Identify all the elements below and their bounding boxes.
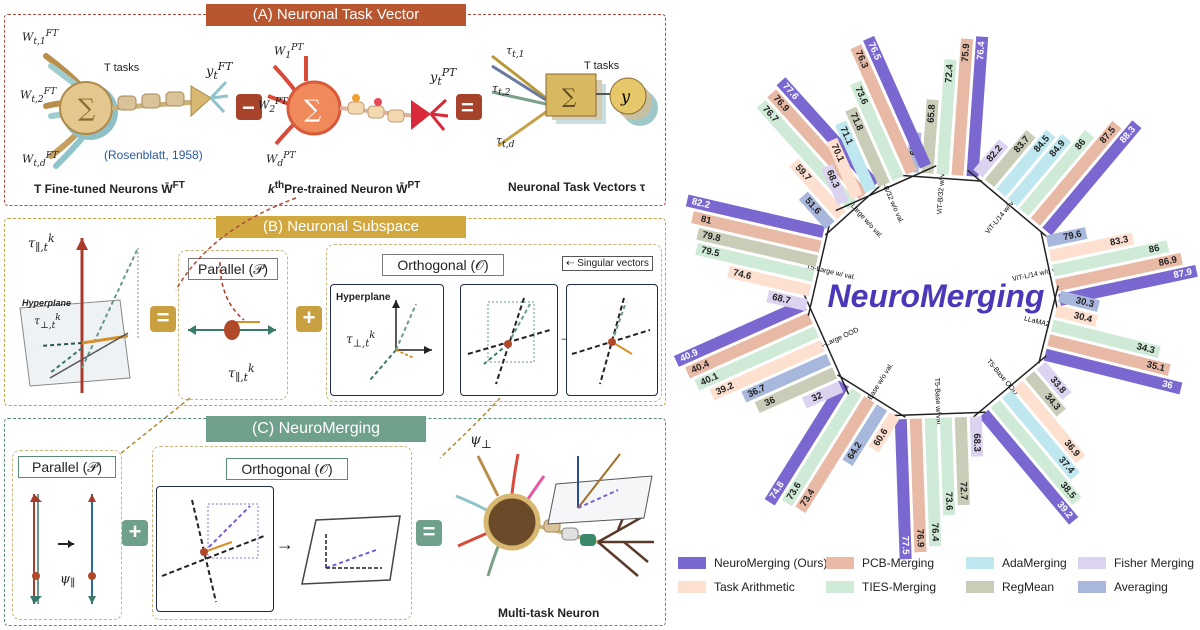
legend-swatch xyxy=(1078,557,1106,569)
chart-group: ViT-L/14 w/ val.82.2 83.7 84.584.9 86 87.5 88… xyxy=(968,124,1138,241)
legend-item: Averaging xyxy=(1078,580,1168,594)
legend-item: RegMean xyxy=(966,580,1054,594)
bar-value-label: 77.5 xyxy=(899,536,911,556)
bar-value-label: 79.5 xyxy=(700,245,721,260)
bar-value-label: 75.9 xyxy=(960,43,972,62)
chart-group: T5-Base OOD 33.834.336.937.438.539.2 xyxy=(973,356,1081,521)
bar-value-label: 76.9 xyxy=(914,529,926,548)
legend-label: TIES-Merging xyxy=(862,580,936,594)
legend-item: NeuroMerging (Ours) xyxy=(678,556,827,570)
bar-value-label: 83.3 xyxy=(1109,234,1129,249)
bar-value-label: 76.4 xyxy=(929,523,941,543)
legend-swatch xyxy=(826,581,854,593)
chart-group: ViT-B/32 w/ val.60.465.872.475.976.4 xyxy=(902,37,987,215)
bar-value-label: 86.9 xyxy=(1158,254,1178,269)
radial-chart-container: ViT-B/32 w/ val.60.465.872.475.976.4ViT-… xyxy=(668,0,1200,630)
bar-value-label: 72.4 xyxy=(943,63,955,83)
legend-swatch xyxy=(966,581,994,593)
chart-group: ViT-B/32 w/o val.68.370.171.171.873.676.… xyxy=(824,38,936,224)
bar-value-label: 86 xyxy=(1148,243,1161,256)
group-label: T5-Base OOD xyxy=(985,358,1019,396)
chart-legend: NeuroMerging (Ours) PCB-Merging AdaMerging… xyxy=(678,556,1196,616)
group-label: LLaMA2 xyxy=(1023,315,1050,328)
legend-label: Fisher Merging xyxy=(1114,556,1194,570)
bar-value-label: 73.6 xyxy=(943,492,955,511)
legend-item: AdaMerging xyxy=(966,556,1067,570)
legend-label: Averaging xyxy=(1114,580,1168,594)
legend-item: Task Arithmetic xyxy=(678,580,795,594)
bar-value-label: 35.1 xyxy=(1145,359,1166,374)
chart-group: T5-Base w/ val. 68.3 72.773.676.476.977.5 xyxy=(891,378,986,559)
legend-swatch xyxy=(966,557,994,569)
bar-value-label: 34.3 xyxy=(1135,341,1156,356)
bar-value-label: 76.4 xyxy=(975,40,987,60)
legend-label: RegMean xyxy=(1002,580,1054,594)
legend-swatch xyxy=(1078,581,1106,593)
bar-value-label: 68.3 xyxy=(971,433,983,452)
bar-value-label: 87.9 xyxy=(1173,266,1193,281)
legend-item: TIES-Merging xyxy=(826,580,936,594)
bar-value-label: 82.2 xyxy=(691,196,712,211)
legend-item: PCB-Merging xyxy=(826,556,934,570)
legend-label: PCB-Merging xyxy=(862,556,934,570)
legend-label: AdaMerging xyxy=(1002,556,1067,570)
bar-value-label: 72.7 xyxy=(957,481,969,500)
panel-connectors xyxy=(0,0,670,630)
legend-label: NeuroMerging (Ours) xyxy=(714,556,827,570)
chart-center-label: NeuroMerging xyxy=(786,278,1086,315)
legend-swatch xyxy=(826,557,854,569)
bar-value-label: 79.6 xyxy=(1062,229,1082,244)
legend-item: Fisher Merging xyxy=(1078,556,1194,570)
legend-swatch xyxy=(678,557,706,569)
legend-swatch xyxy=(678,581,706,593)
legend-label: Task Arithmetic xyxy=(714,580,795,594)
bar-value-label: 79.8 xyxy=(701,229,722,244)
bar-value-label: 65.8 xyxy=(926,104,938,123)
bar-value-label: 74.6 xyxy=(732,267,753,282)
